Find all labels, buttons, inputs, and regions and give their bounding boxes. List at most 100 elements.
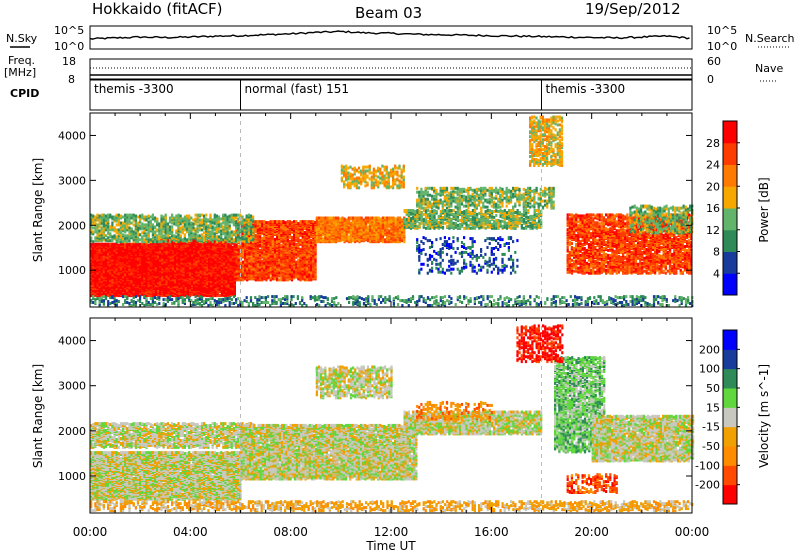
- heatmap-cell: [111, 242, 114, 246]
- heatmap-cell: [199, 273, 202, 277]
- heatmap-cell: [235, 249, 238, 253]
- heatmap-cell: [176, 254, 179, 258]
- heatmap-cell: [248, 271, 251, 275]
- heatmap-cell: [191, 292, 194, 296]
- heatmap-cell: [231, 245, 234, 249]
- heatmap-cell: [197, 291, 200, 295]
- heatmap-cell: [157, 242, 160, 246]
- heatmap-cell: [254, 233, 257, 237]
- heatmap-cell: [214, 278, 217, 282]
- heatmap-cell: [165, 254, 168, 258]
- heatmap-cell: [199, 257, 202, 261]
- heatmap-cell: [147, 274, 150, 278]
- heatmap-cell: [241, 250, 245, 254]
- heatmap-cell: [261, 263, 264, 267]
- heatmap-cell: [250, 245, 253, 249]
- heatmap-cell: [191, 279, 194, 283]
- heatmap-cell: [216, 282, 219, 286]
- heatmap-cell: [100, 242, 103, 246]
- heatmap-cell: [233, 275, 236, 279]
- heatmap-cell: [141, 242, 144, 246]
- heatmap-cell: [223, 243, 226, 247]
- heatmap-cell: [182, 285, 185, 289]
- date-title: 19/Sep/2012: [585, 0, 681, 18]
- heatmap-cell: [145, 270, 148, 274]
- heatmap-cell: [171, 274, 175, 278]
- heatmap-cell: [191, 281, 194, 285]
- heatmap-cell: [258, 220, 262, 224]
- heatmap-cell: [244, 275, 247, 279]
- heatmap-cell: [246, 273, 249, 277]
- heatmap-cell: [269, 250, 272, 254]
- heatmap-cell: [178, 269, 181, 273]
- heatmap-cell: [227, 249, 230, 253]
- heatmap-cell: [152, 273, 155, 277]
- heatmap-cell: [278, 233, 281, 237]
- heatmap-cell: [295, 220, 298, 224]
- heatmap-cell: [136, 245, 140, 249]
- nsky-label: N.Sky: [6, 32, 38, 45]
- heatmap-cell: [216, 294, 219, 298]
- heatmap-cell: [167, 238, 170, 242]
- heatmap-cell: [254, 239, 257, 243]
- heatmap-cell: [98, 242, 101, 246]
- heatmap-cell: [244, 251, 247, 255]
- heatmap-cell: [218, 254, 221, 258]
- heatmap-cell: [301, 238, 304, 242]
- heatmap-cell: [130, 247, 133, 251]
- heatmap-cell: [263, 265, 266, 269]
- heatmap-cell: [244, 273, 247, 277]
- heatmap-cell: [154, 260, 157, 264]
- heatmap-cell: [96, 263, 99, 267]
- heatmap-cell: [248, 274, 251, 278]
- heatmap-cell: [256, 229, 259, 232]
- cpid-panel-frame: [89, 79, 693, 111]
- heatmap-cell: [191, 249, 194, 253]
- heatmap-cell: [107, 242, 110, 246]
- heatmap-cell: [201, 286, 204, 290]
- heatmap-cell: [225, 261, 228, 265]
- heatmap-cell: [241, 278, 245, 282]
- heatmap-cell: [250, 256, 253, 260]
- heatmap-cell: [104, 242, 108, 246]
- heatmap-cell: [111, 263, 114, 267]
- heatmap-cell: [239, 245, 242, 249]
- heatmap-cell: [152, 249, 155, 253]
- heatmap-cell: [235, 258, 238, 262]
- heatmap-cell: [134, 291, 137, 295]
- heatmap-cell: [92, 242, 95, 246]
- heatmap-cell: [139, 277, 142, 281]
- heatmap-cell: [132, 290, 135, 294]
- heatmap-cell: [229, 284, 232, 288]
- heatmap-cell: [244, 260, 247, 264]
- heatmap-cell: [235, 242, 238, 246]
- heatmap-cell: [278, 220, 281, 224]
- station-title: Hokkaido (fitACF): [92, 0, 223, 18]
- heatmap-cell: [246, 264, 249, 268]
- heatmap-cell: [284, 246, 287, 250]
- heatmap-cell: [241, 243, 245, 247]
- heatmap-cell: [250, 270, 253, 274]
- heatmap-cell: [149, 290, 152, 294]
- heatmap-cell: [197, 275, 200, 279]
- heatmap-cell: [233, 289, 236, 293]
- heatmap-cell: [244, 266, 247, 270]
- heatmap-cell: [161, 253, 164, 257]
- heatmap-cell: [90, 256, 93, 260]
- heatmap-cell: [98, 288, 101, 292]
- heatmap-cell: [176, 278, 179, 282]
- heatmap-cell: [269, 246, 272, 250]
- heatmap-cell: [235, 264, 238, 268]
- heatmap-cell: [241, 260, 245, 264]
- heatmap-cell: [235, 276, 238, 280]
- heatmap-cell: [297, 237, 300, 241]
- heatmap-cell: [271, 252, 274, 256]
- heatmap-cell: [178, 294, 181, 298]
- heatmap-cell: [256, 220, 259, 224]
- heatmap-cell: [214, 265, 217, 269]
- heatmap-cell: [301, 260, 304, 264]
- heatmap-cell: [132, 242, 135, 246]
- heatmap-cell: [244, 242, 247, 246]
- heatmap-cell: [176, 264, 179, 268]
- heatmap-cell: [250, 264, 253, 268]
